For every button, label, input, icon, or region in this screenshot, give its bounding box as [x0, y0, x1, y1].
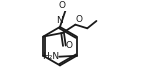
Text: O: O [76, 15, 83, 24]
Text: O: O [58, 1, 65, 10]
Text: N: N [57, 16, 63, 25]
Text: H₂N: H₂N [42, 52, 59, 61]
Text: O: O [65, 41, 72, 50]
